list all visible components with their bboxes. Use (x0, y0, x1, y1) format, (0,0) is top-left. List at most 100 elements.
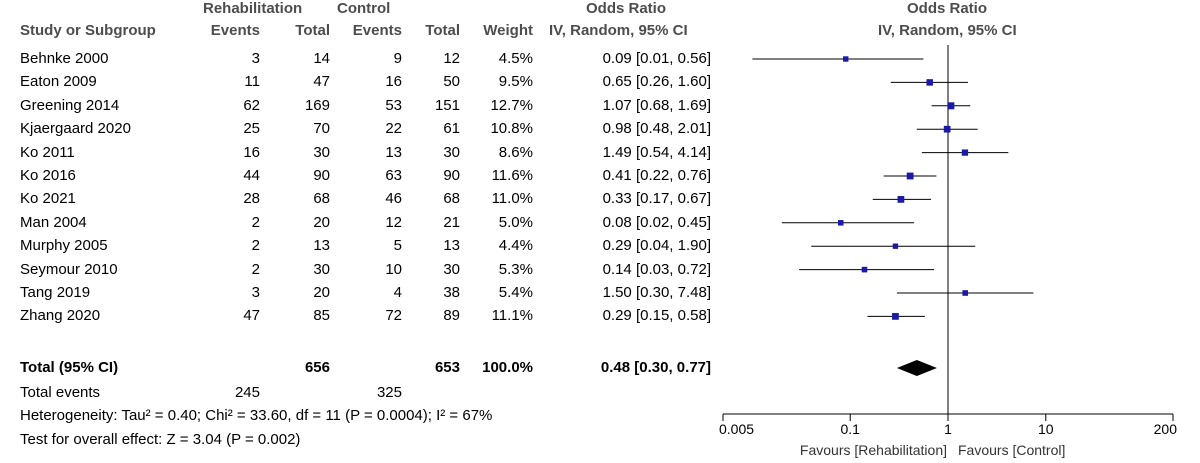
events1-cell: 62 (243, 96, 260, 114)
weight-cell: 11.0% (491, 190, 533, 208)
ci-text-cell: 0.29 [0.15, 0.58] (602, 307, 711, 325)
ci-text-cell: 0.09 [0.01, 0.56] (602, 50, 711, 67)
weight-cell: 4.4% (498, 237, 533, 255)
total2-cell: 90 (443, 167, 460, 184)
x-tick-label: 0.005 (719, 421, 755, 437)
events2-cell: 13 (385, 143, 402, 161)
events2-cell: 10 (385, 260, 402, 278)
events1-cell: 3 (251, 284, 260, 301)
weight-cell: 9.5% (498, 73, 533, 91)
total-events1: 245 (234, 384, 260, 401)
x-tick-label: 200 (1153, 421, 1177, 437)
total1-value: 656 (304, 359, 330, 376)
events1-cell: 2 (251, 260, 260, 278)
events1-cell: 47 (243, 307, 260, 325)
point-estimate-marker (861, 266, 868, 273)
plot-title: Odds Ratio (907, 0, 988, 17)
study-name: Greening 2014 (20, 96, 120, 114)
weight-cell: 11.6% (491, 167, 533, 184)
total-events2: 325 (376, 384, 402, 401)
total1-cell: 14 (313, 50, 330, 67)
study-name: Man 2004 (20, 213, 87, 231)
ci-text-cell: 0.08 [0.02, 0.45] (602, 213, 711, 231)
events2-cell: 16 (385, 73, 402, 91)
weight-cell: 5.4% (498, 284, 533, 301)
point-estimate-marker (906, 172, 914, 180)
events1-header: Events (210, 22, 260, 39)
weight-cell: 4.5% (498, 50, 533, 67)
events1-cell: 16 (243, 143, 260, 161)
ci-text-cell: 1.07 [0.68, 1.69] (602, 96, 711, 114)
total2-cell: 50 (443, 73, 460, 91)
events1-cell: 44 (243, 167, 260, 184)
total2-value: 653 (434, 359, 460, 376)
total1-cell: 30 (313, 260, 330, 278)
total-weight: 100.0% (482, 359, 533, 376)
overall-effect-text: Test for overall effect: Z = 3.04 (P = 0… (20, 431, 301, 448)
x-tick-label: 1 (944, 421, 952, 437)
total2-header: Total (425, 22, 460, 39)
ci-text-cell: 0.41 [0.22, 0.76] (602, 167, 711, 184)
total2-cell: 30 (443, 260, 460, 278)
study-name: Tang 2019 (20, 284, 91, 301)
ci-text-cell: 1.50 [0.30, 7.48] (602, 284, 711, 301)
study-column-header: Study or Subgroup (20, 22, 156, 39)
weight-header: Weight (483, 22, 533, 39)
weight-cell: 5.3% (498, 260, 533, 278)
point-estimate-marker (926, 79, 933, 86)
point-estimate-marker (843, 56, 849, 62)
weight-cell: 12.7% (490, 96, 533, 114)
plot-method-header: IV, Random, 95% CI (878, 22, 1017, 39)
pooled-estimate-diamond (896, 360, 937, 376)
events2-cell: 5 (393, 237, 402, 255)
events2-cell: 63 (385, 167, 402, 184)
events2-cell: 53 (385, 96, 402, 114)
ci-text-cell: 0.98 [0.48, 2.01] (602, 120, 711, 138)
favours-rehabilitation-label: Favours [Rehabilitation] (799, 442, 947, 458)
ci-text-cell: 0.14 [0.03, 0.72] (602, 260, 711, 278)
events2-cell: 12 (385, 213, 402, 231)
total2-cell: 12 (443, 50, 460, 67)
point-estimate-marker (837, 220, 844, 226)
study-name: Eaton 2009 (20, 73, 97, 91)
events2-cell: 22 (385, 120, 402, 138)
weight-cell: 8.6% (498, 143, 533, 161)
events1-cell: 25 (243, 120, 260, 138)
study-name: Seymour 2010 (20, 260, 118, 278)
total-ci-text: 0.48 [0.30, 0.77] (600, 359, 711, 376)
events2-cell: 46 (385, 190, 402, 208)
weight-cell: 10.8% (490, 120, 533, 138)
total2-cell: 61 (443, 120, 460, 138)
study-name: Ko 2011 (20, 143, 75, 161)
events1-cell: 3 (251, 50, 260, 67)
events2-cell: 9 (393, 50, 402, 67)
total2-cell: 151 (434, 96, 460, 114)
ci-text-cell: 0.65 [0.26, 1.60] (602, 73, 711, 91)
x-tick-label: 10 (1037, 421, 1054, 437)
point-estimate-marker (892, 243, 899, 249)
total1-cell: 68 (313, 190, 330, 208)
method-header: IV, Random, 95% CI (549, 22, 688, 39)
total2-cell: 89 (443, 307, 460, 325)
total1-cell: 90 (313, 167, 330, 184)
point-estimate-marker (947, 102, 955, 110)
total-label: Total (95% CI) (20, 359, 119, 376)
x-tick-label: 0.1 (840, 421, 860, 437)
ci-text-cell: 0.29 [0.04, 1.90] (602, 237, 711, 255)
total2-cell: 68 (443, 190, 460, 208)
total1-cell: 20 (313, 213, 330, 231)
total2-cell: 38 (443, 284, 460, 301)
total1-cell: 70 (313, 120, 330, 138)
events2-header: Events (352, 22, 402, 39)
total1-cell: 20 (313, 284, 330, 301)
study-name: Kjaergaard 2020 (20, 120, 131, 138)
ci-text-cell: 0.33 [0.17, 0.67] (602, 190, 711, 208)
events1-cell: 2 (251, 213, 260, 231)
point-estimate-marker (892, 313, 899, 320)
weight-cell: 5.0% (498, 213, 533, 231)
study-name: Zhang 2020 (20, 307, 101, 325)
weight-cell: 11.1% (491, 307, 533, 325)
total2-cell: 30 (443, 143, 460, 161)
study-name: Behnke 2000 (20, 50, 109, 67)
